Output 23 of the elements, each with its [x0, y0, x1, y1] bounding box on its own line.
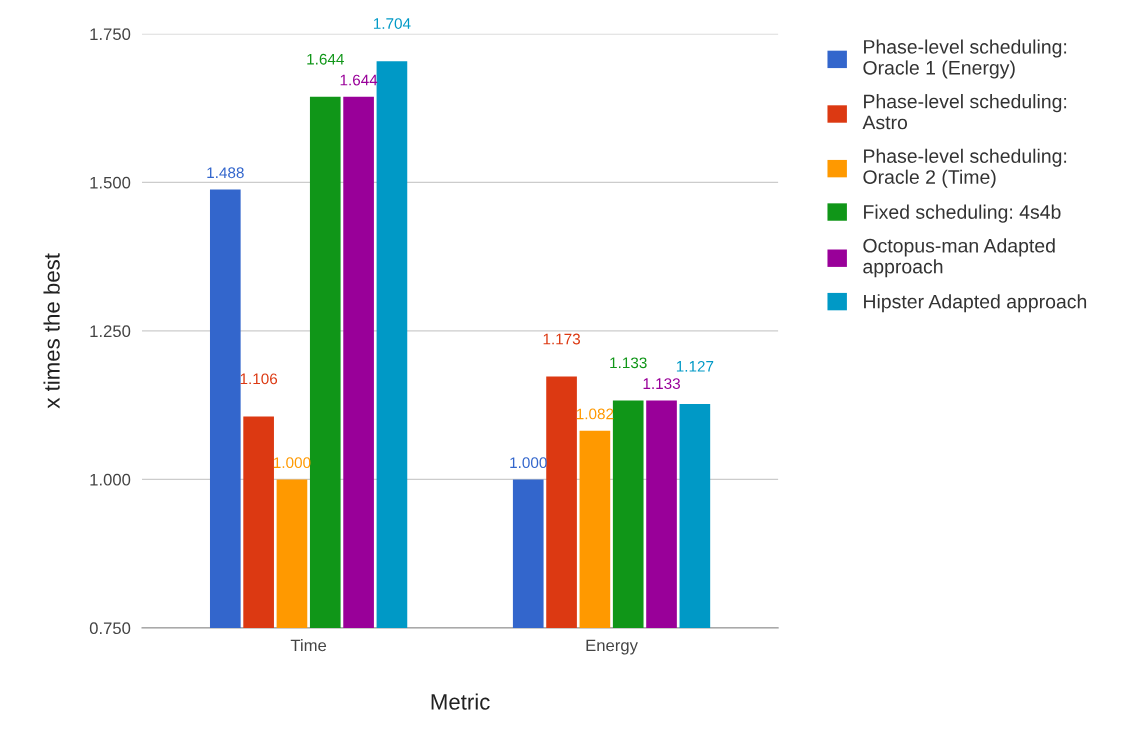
- data-label: 1.127: [676, 360, 714, 372]
- data-label: 1.704: [373, 18, 411, 29]
- legend-label: Phase-level scheduling: Astro: [862, 94, 1067, 130]
- legend-label: Fixed scheduling: 4s4b: [864, 204, 1061, 223]
- legend-label: Octopus-man Adapted approach: [863, 238, 1055, 278]
- data-label: 1.133: [643, 378, 680, 390]
- legend-label: Phase-level scheduling: Oracle 1 (Energy): [863, 39, 1067, 79]
- y-axis-title: x times the best: [43, 253, 60, 409]
- x-axis-title: Metric: [431, 693, 490, 710]
- data-label: 1.173: [543, 333, 581, 345]
- y-tick-label: 1.500: [90, 176, 131, 189]
- x-tick-label: Time: [290, 639, 327, 652]
- y-tick-label: 1.750: [90, 28, 131, 41]
- y-tick-label: 0.750: [89, 622, 131, 635]
- data-label: 1.644: [307, 53, 344, 65]
- legend-label: Phase-level scheduling: Oracle 2 (Time): [863, 148, 1067, 188]
- data-label: 1.133: [610, 357, 647, 369]
- legend-label: Hipster Adapted approach: [864, 294, 1087, 313]
- y-tick-label: 1.000: [90, 473, 131, 486]
- data-label: 1.488: [207, 167, 244, 179]
- x-tick-label: Energy: [586, 639, 638, 655]
- data-label: 1.106: [240, 373, 278, 385]
- y-tick-label: 1.250: [90, 325, 131, 338]
